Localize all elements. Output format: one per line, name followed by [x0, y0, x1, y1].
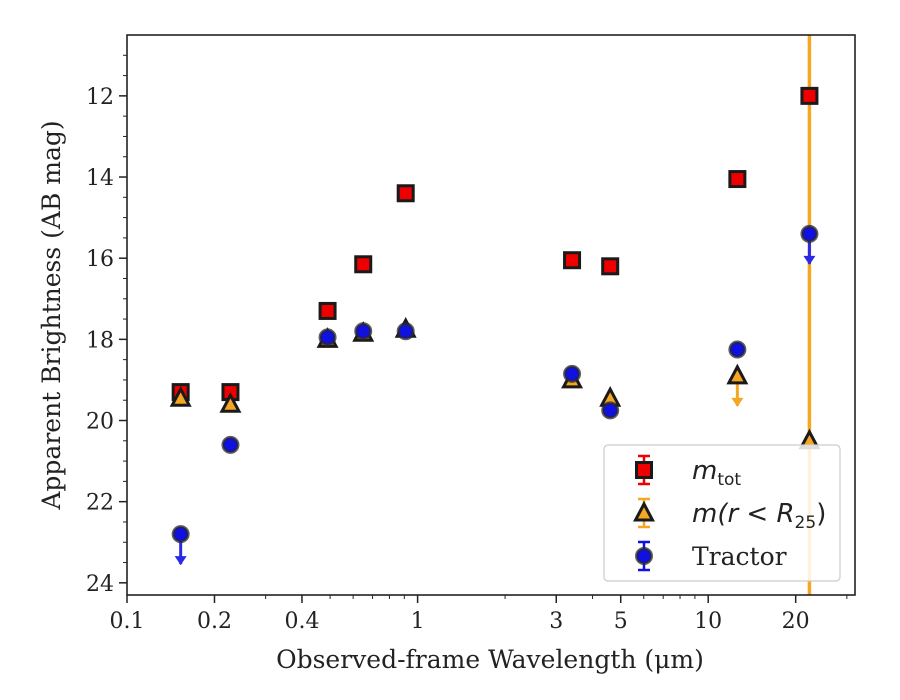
legend-label: mtot	[692, 456, 741, 490]
legend-mr25-marker	[633, 500, 655, 522]
tractor-point	[563, 364, 582, 383]
mtot-point	[601, 257, 620, 276]
mtot-point	[800, 86, 819, 105]
tractor-point	[354, 322, 373, 341]
x-tick-label: 1	[411, 609, 425, 634]
tractor-point	[221, 435, 240, 454]
tractor-point	[728, 340, 747, 359]
x-tick-label: 5	[614, 609, 628, 634]
tractor-upper-limit-arrow-head	[174, 556, 187, 566]
mtot-point	[318, 301, 337, 320]
mtot-point	[728, 170, 747, 189]
y-tick-label: 14	[86, 166, 114, 191]
legend-label: m(r < R25)	[692, 499, 826, 533]
y-tick-label: 22	[86, 491, 114, 516]
mr25-upper-limit-arrow-head	[731, 397, 744, 407]
y-tick-label: 20	[86, 410, 114, 435]
y-tick-label: 16	[86, 247, 114, 272]
legend: mtot m(r < R25) Tractor	[603, 444, 841, 582]
y-tick-label: 12	[86, 85, 114, 110]
data-marks	[169, 35, 821, 595]
legend-label: Tractor	[692, 542, 787, 571]
mtot-point	[563, 251, 582, 270]
tractor-point	[601, 401, 620, 420]
y-tick-label: 24	[86, 572, 114, 597]
mtot-point	[354, 255, 373, 274]
tractor-point	[171, 525, 190, 544]
legend-box	[603, 444, 841, 582]
tractor-point	[318, 328, 337, 347]
legend-tractor-marker	[635, 547, 653, 565]
x-tick-label: 3	[549, 609, 563, 634]
x-tick-label: 0.2	[197, 609, 232, 634]
legend-mtot-marker	[635, 461, 653, 479]
x-tick-label: 20	[782, 609, 810, 634]
mr25-point	[169, 385, 192, 407]
x-tick-label: 0.4	[284, 609, 319, 634]
mr25-point	[726, 363, 749, 385]
mtot-point	[396, 184, 415, 203]
axes-frame	[126, 34, 856, 596]
tractor-point	[800, 224, 819, 243]
tractor-point	[396, 322, 415, 341]
tractor-upper-limit-arrow-head	[803, 255, 816, 265]
axes: 0.1 0.2 0.4 1 3 5 10 20 12 14 16 18 20 22 24	[86, 34, 856, 634]
x-tick-label: 0.1	[110, 609, 145, 634]
x-tick-label: 10	[694, 609, 722, 634]
mr25-point	[219, 392, 242, 413]
x-axis-title: Observed-frame Wavelength (μm)	[276, 645, 704, 674]
y-tick-label: 18	[86, 328, 114, 353]
y-axis-title: Apparent Brightness (AB mag)	[37, 120, 66, 510]
